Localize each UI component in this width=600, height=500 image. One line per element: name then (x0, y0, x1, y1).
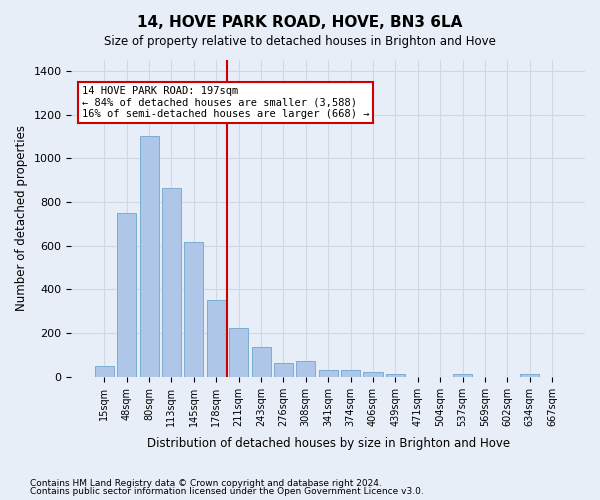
Text: 14 HOVE PARK ROAD: 197sqm
← 84% of detached houses are smaller (3,588)
16% of se: 14 HOVE PARK ROAD: 197sqm ← 84% of detac… (82, 86, 369, 119)
Bar (364, 372, 383, 377)
Bar (140, 136, 158, 377)
Bar (386, 374, 405, 377)
Bar (251, 348, 271, 377)
Y-axis label: Number of detached properties: Number of detached properties (15, 126, 28, 312)
Text: Contains HM Land Registry data © Crown copyright and database right 2024.: Contains HM Land Registry data © Crown c… (30, 478, 382, 488)
Text: 14, HOVE PARK ROAD, HOVE, BN3 6LA: 14, HOVE PARK ROAD, HOVE, BN3 6LA (137, 15, 463, 30)
Bar (207, 300, 226, 377)
Bar (453, 374, 472, 377)
Bar (520, 374, 539, 377)
Bar (184, 242, 203, 377)
Bar (117, 213, 136, 377)
Bar (319, 370, 338, 377)
Bar (95, 366, 114, 377)
Text: Size of property relative to detached houses in Brighton and Hove: Size of property relative to detached ho… (104, 35, 496, 48)
Text: Contains public sector information licensed under the Open Government Licence v3: Contains public sector information licen… (30, 487, 424, 496)
Bar (341, 370, 360, 377)
Bar (274, 362, 293, 377)
Bar (229, 328, 248, 377)
Bar (296, 362, 316, 377)
Bar (162, 188, 181, 377)
X-axis label: Distribution of detached houses by size in Brighton and Hove: Distribution of detached houses by size … (146, 437, 510, 450)
